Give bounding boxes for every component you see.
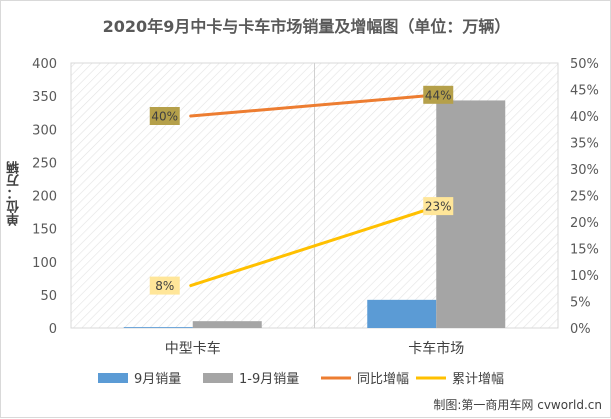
y-tick-label: 350 xyxy=(32,90,57,105)
legend-swatch xyxy=(203,373,233,383)
data-label: 40% xyxy=(151,110,178,124)
y-tick-label: 250 xyxy=(32,156,57,171)
legend-label: 9月销量 xyxy=(134,372,181,387)
y2-tick-label: 20% xyxy=(570,216,599,231)
data-label-box xyxy=(423,197,454,216)
legend-label: 1-9月销量 xyxy=(239,372,299,387)
y2-tick-label: 10% xyxy=(570,269,599,284)
legend-swatch xyxy=(98,373,128,383)
bar xyxy=(192,321,262,328)
y-tick-label: 300 xyxy=(32,123,57,138)
y2-tick-label: 50% xyxy=(570,57,599,72)
series-line xyxy=(189,93,440,118)
data-label-box xyxy=(149,276,180,295)
series-line xyxy=(189,204,440,288)
data-label-box xyxy=(423,85,454,104)
y2-tick-label: 0% xyxy=(570,322,591,337)
y2-tick-label: 15% xyxy=(570,243,599,258)
y-tick-label: 100 xyxy=(32,256,57,271)
y2-tick-label: 45% xyxy=(570,84,599,99)
y2-tick-label: 35% xyxy=(570,137,599,152)
bar xyxy=(367,299,437,328)
y2-tick-label: 5% xyxy=(570,296,591,311)
legend-label: 同比增幅 xyxy=(357,372,409,387)
chart-title: 2020年9月中卡与卡车市场销量及增幅图（单位：万辆） xyxy=(102,17,511,36)
y-tick-label: 150 xyxy=(32,223,57,238)
y2-tick-label: 30% xyxy=(570,163,599,178)
y2-tick-label: 40% xyxy=(570,110,599,125)
y-tick-label: 400 xyxy=(32,57,57,72)
category-label: 中型卡车 xyxy=(165,340,221,357)
legend-label: 累计增幅 xyxy=(452,372,504,387)
data-label: 44% xyxy=(425,88,452,102)
data-label: 23% xyxy=(425,200,452,214)
category-label: 卡车市场 xyxy=(408,340,464,357)
data-label-box xyxy=(149,107,180,125)
data-label: 8% xyxy=(155,279,174,293)
y-tick-label: 0 xyxy=(49,322,57,337)
bar xyxy=(123,327,193,328)
credit-text: 制图:第一商用车网 cvworld.cn xyxy=(433,398,602,412)
y-tick-label: 200 xyxy=(32,190,57,205)
y-tick-label: 50 xyxy=(40,289,57,304)
y2-tick-label: 25% xyxy=(570,190,599,205)
